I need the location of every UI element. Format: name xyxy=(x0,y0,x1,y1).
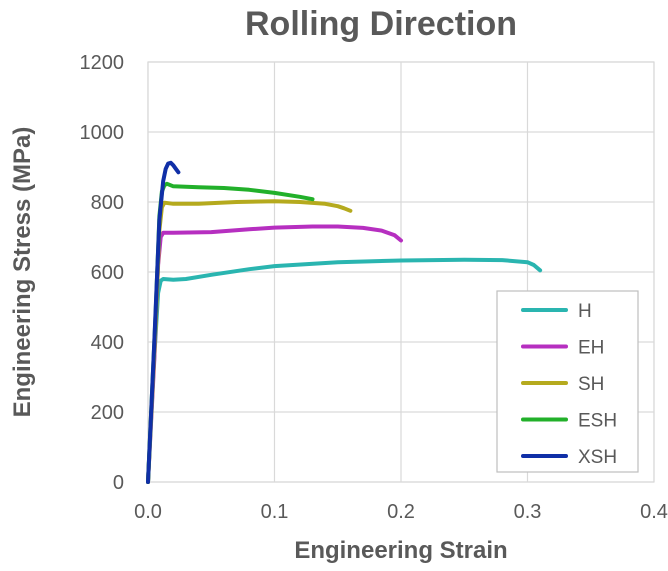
x-tick-label: 0.4 xyxy=(640,501,668,523)
y-tick-label: 600 xyxy=(91,262,124,284)
y-tick-label: 800 xyxy=(91,192,124,214)
x-tick-label: 0.1 xyxy=(261,501,289,523)
series-lines xyxy=(146,160,543,484)
legend-label-xsh: XSH xyxy=(578,447,617,468)
x-tick-label: 0.3 xyxy=(514,501,542,523)
legend: H EH SH ESH XSH xyxy=(496,290,639,473)
series-line-h xyxy=(146,257,543,484)
legend-label-h: H xyxy=(578,301,592,322)
legend-label-esh: ESH xyxy=(578,411,617,432)
legend-box xyxy=(496,290,639,473)
legend-label-sh: SH xyxy=(578,374,604,395)
x-axis-title: Engineering Strain xyxy=(294,537,507,564)
y-tick-label: 400 xyxy=(91,332,124,354)
y-tick-labels: 0 200 400 600 800 1000 1200 xyxy=(80,52,125,494)
y-tick-label: 0 xyxy=(113,472,124,494)
legend-label-eh: EH xyxy=(578,338,604,359)
x-tick-label: 0.2 xyxy=(387,501,415,523)
series-line-xsh xyxy=(146,160,181,484)
x-tick-label: 0.0 xyxy=(134,501,162,523)
chart-title: Rolling Direction xyxy=(245,5,517,43)
y-tick-label: 1000 xyxy=(80,122,125,144)
y-tick-label: 200 xyxy=(91,402,124,424)
y-tick-label: 1200 xyxy=(80,52,125,74)
x-tick-labels: 0.0 0.1 0.2 0.3 0.4 xyxy=(134,501,668,523)
y-axis-title: Engineering Stress (MPa) xyxy=(9,127,36,418)
